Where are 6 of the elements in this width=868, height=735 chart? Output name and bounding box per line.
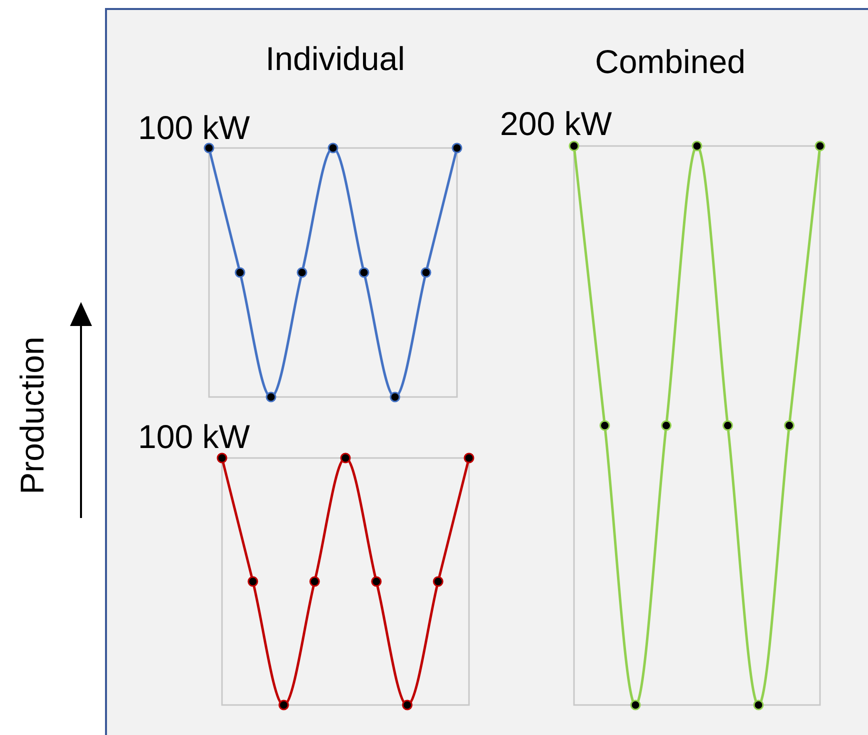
chart-title: Combined xyxy=(595,43,746,80)
text: 100 kW xyxy=(138,418,250,455)
text: 200 kW xyxy=(500,105,612,142)
chart-title: Individual xyxy=(266,40,405,77)
y-axis-title: Production xyxy=(13,336,50,494)
text: 100 kW xyxy=(138,109,250,146)
